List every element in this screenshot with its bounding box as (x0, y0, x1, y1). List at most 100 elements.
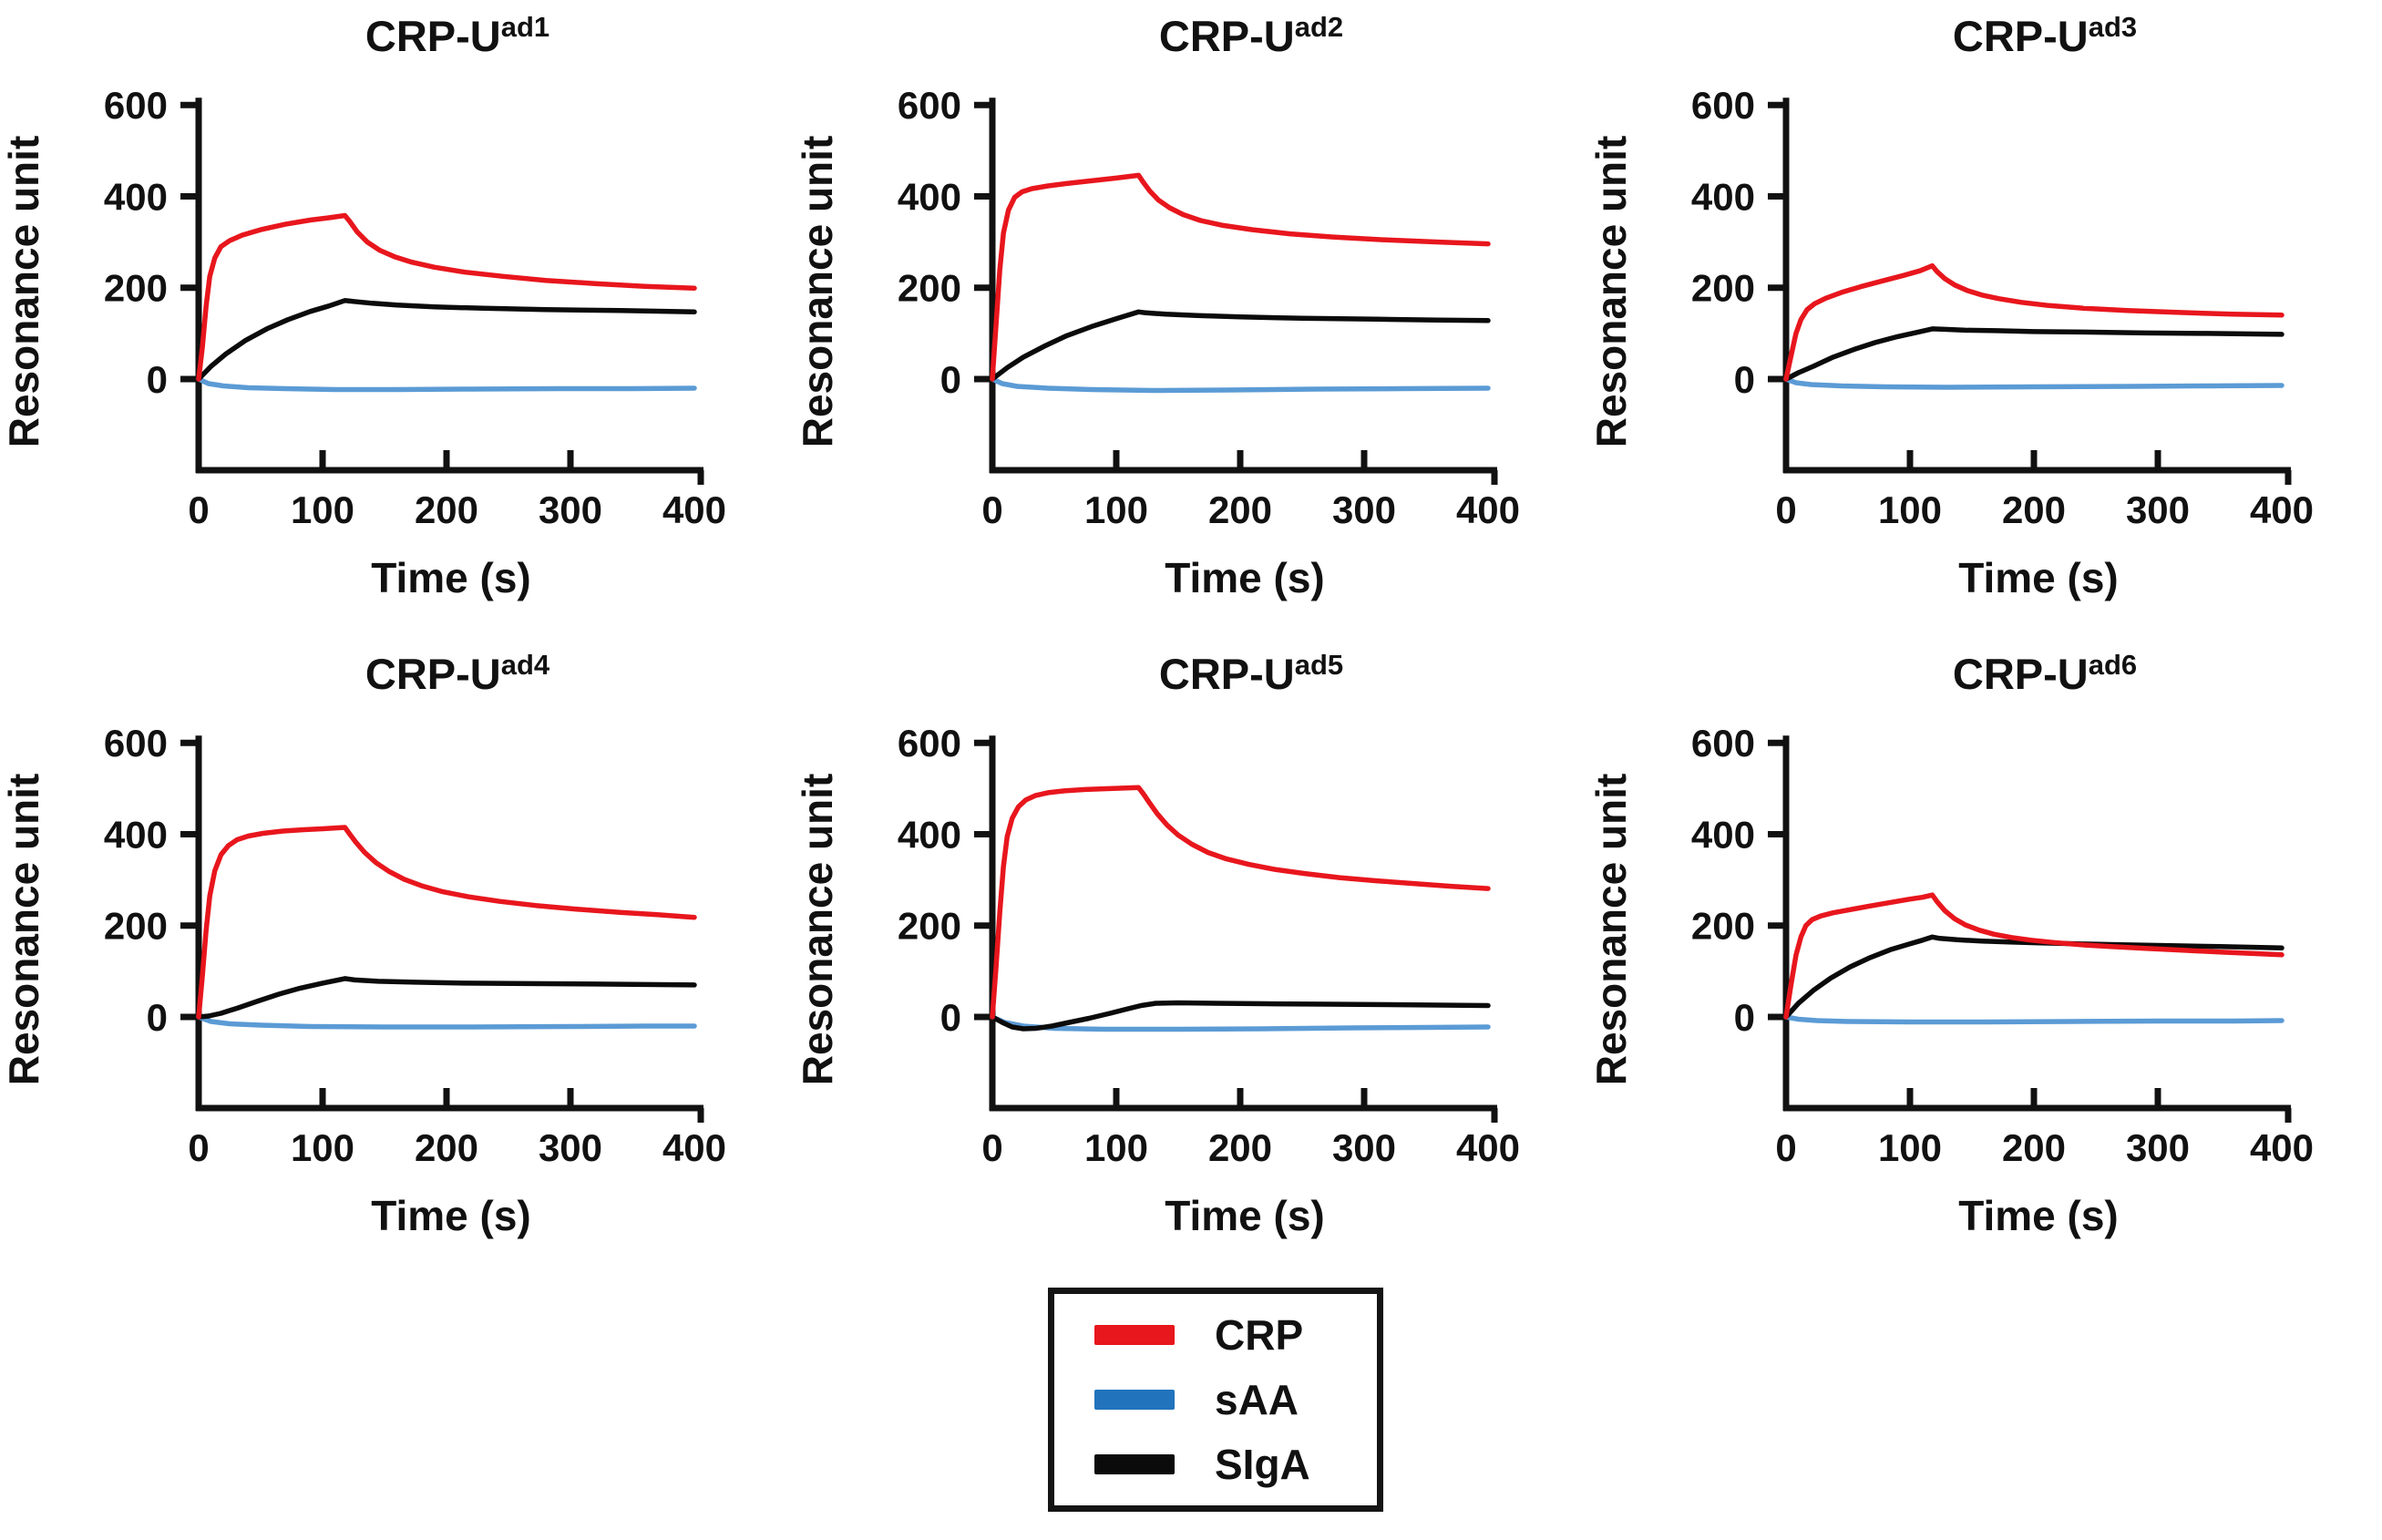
y-tick-label-600: 600 (104, 722, 168, 765)
y-tick-label-400: 400 (1691, 813, 1755, 856)
x-axis-label: Time (s) (1165, 1192, 1325, 1239)
curve-saa (196, 376, 697, 393)
y-tick-label-0: 0 (940, 996, 961, 1039)
x-tick-label-100: 100 (1084, 1126, 1148, 1169)
plot-crp-uad4: CRP-Uad4 Resonance unit Time (s) 0 200 400… (0, 649, 726, 1239)
legend-label-crp: CRP (1215, 1311, 1304, 1360)
curve-siga (1783, 326, 2284, 382)
x-tick-label-300: 300 (539, 488, 602, 531)
y-tick-label-200: 200 (104, 905, 168, 948)
curves (1783, 262, 2284, 390)
y-tick-label-200: 200 (898, 905, 961, 948)
panel-crp-uad5: CRP-Uad5 Resonance unit Time (s) 0 200 400… (794, 638, 1588, 1276)
y-tick-label-600: 600 (104, 84, 168, 127)
plot-crp-uad5: CRP-Uad5 Resonance unit Time (s) 0 200 400… (794, 649, 1520, 1239)
x-axis-label: Time (s) (371, 1192, 531, 1239)
curve-saa (1783, 1014, 2284, 1025)
x-axis-label: Time (s) (371, 554, 531, 601)
panel-crp-uad6: CRP-Uad6 Resonance unit Time (s) 0 200 400… (1587, 638, 2382, 1276)
panel-title: CRP-Uad5 (1159, 649, 1343, 698)
plot-crp-uad6: CRP-Uad6 Resonance unit Time (s) 0 200 400… (1587, 649, 2314, 1239)
x-axis-label: Time (s) (1958, 554, 2119, 601)
legend-label-saa: sAA (1215, 1375, 1299, 1423)
y-tick-label-600: 600 (898, 722, 961, 765)
curve-saa (990, 1014, 1491, 1032)
curve-crp (990, 785, 1491, 1020)
curve-crp (1783, 262, 2284, 382)
y-tick-label-600: 600 (898, 84, 961, 127)
x-tick-label-100: 100 (1878, 488, 1942, 531)
x-tick-label-300: 300 (1332, 1126, 1396, 1169)
x-tick-label-0: 0 (1775, 488, 1796, 531)
plot-crp-uad1: CRP-Uad1 Resonance unit Time (s) 0 200 400… (0, 11, 726, 601)
x-tick-label-200: 200 (1208, 1126, 1272, 1169)
legend-item-siga: SIgA (1054, 1443, 1377, 1485)
panel-crp-uad1: CRP-Uad1 Resonance unit Time (s) 0 200 400… (0, 0, 795, 638)
panel-title: CRP-Uad1 (365, 11, 549, 60)
y-axis-label: Resonance unit (0, 136, 47, 448)
y-tick-label-0: 0 (1734, 996, 1755, 1039)
y-axis-label: Resonance unit (794, 774, 841, 1086)
x-tick-label-300: 300 (2126, 1126, 2190, 1169)
y-tick-label-0: 0 (147, 358, 168, 401)
panel-crp-uad4: CRP-Uad4 Resonance unit Time (s) 0 200 400… (0, 638, 795, 1276)
y-tick-label-200: 200 (104, 267, 168, 310)
curve-saa (990, 376, 1491, 394)
x-tick-label-100: 100 (1878, 1126, 1942, 1169)
y-tick-label-0: 0 (147, 996, 168, 1039)
y-axis-label: Resonance unit (1587, 136, 1635, 448)
x-tick-label-100: 100 (291, 488, 354, 531)
x-tick-label-0: 0 (981, 488, 1002, 531)
y-tick-label-400: 400 (898, 175, 961, 218)
y-tick-label-400: 400 (104, 175, 168, 218)
axes: 0 200 400 600 0 100 200 300 400 (1691, 84, 2314, 531)
legend: CRP sAA SIgA (1048, 1288, 1383, 1512)
legend-swatch-crp (1094, 1325, 1175, 1346)
y-tick-label-200: 200 (1691, 267, 1755, 310)
legend-swatch-saa (1094, 1389, 1175, 1410)
x-axis-label: Time (s) (1165, 554, 1325, 601)
axes: 0 200 400 600 0 100 200 300 400 (104, 84, 726, 531)
y-tick-label-200: 200 (898, 267, 961, 310)
x-tick-label-400: 400 (2250, 1126, 2314, 1169)
y-tick-label-600: 600 (1691, 722, 1755, 765)
panel-crp-uad3: CRP-Uad3 Resonance unit Time (s) 0 200 400… (1587, 0, 2382, 638)
curve-crp (1783, 892, 2284, 1020)
curve-siga (196, 298, 697, 382)
axes: 0 200 400 600 0 100 200 300 400 (898, 84, 1520, 531)
curves (990, 785, 1491, 1032)
x-tick-label-400: 400 (2250, 488, 2314, 531)
y-tick-label-400: 400 (104, 813, 168, 856)
axes: 0 200 400 600 0 100 200 300 400 (104, 722, 726, 1169)
plot-crp-uad3: CRP-Uad3 Resonance unit Time (s) 0 200 400… (1587, 11, 2314, 601)
y-tick-label-200: 200 (1691, 905, 1755, 948)
curve-crp (196, 212, 697, 382)
y-tick-label-0: 0 (1734, 358, 1755, 401)
x-tick-label-0: 0 (188, 1126, 209, 1169)
curve-siga (196, 976, 697, 1020)
axes: 0 200 400 600 0 100 200 300 400 (1691, 722, 2314, 1169)
y-axis-label: Resonance unit (1587, 774, 1635, 1086)
x-tick-label-200: 200 (2002, 1126, 2066, 1169)
y-tick-label-0: 0 (940, 358, 961, 401)
curves (196, 825, 697, 1030)
panel-title: CRP-Uad6 (1953, 649, 2137, 698)
curve-saa (1783, 376, 2284, 390)
x-tick-label-300: 300 (539, 1126, 602, 1169)
y-tick-label-600: 600 (1691, 84, 1755, 127)
legend-label-siga: SIgA (1215, 1440, 1310, 1488)
curve-crp (196, 825, 697, 1020)
curves (196, 212, 697, 393)
x-tick-label-100: 100 (291, 1126, 354, 1169)
curves (990, 172, 1491, 394)
curve-siga (990, 1000, 1491, 1032)
x-tick-label-300: 300 (1332, 488, 1396, 531)
legend-item-saa: sAA (1054, 1379, 1377, 1421)
x-tick-label-0: 0 (188, 488, 209, 531)
x-tick-label-0: 0 (981, 1126, 1002, 1169)
curve-crp (990, 172, 1491, 382)
x-tick-label-400: 400 (662, 488, 726, 531)
y-tick-label-400: 400 (898, 813, 961, 856)
x-tick-label-400: 400 (1456, 1126, 1520, 1169)
